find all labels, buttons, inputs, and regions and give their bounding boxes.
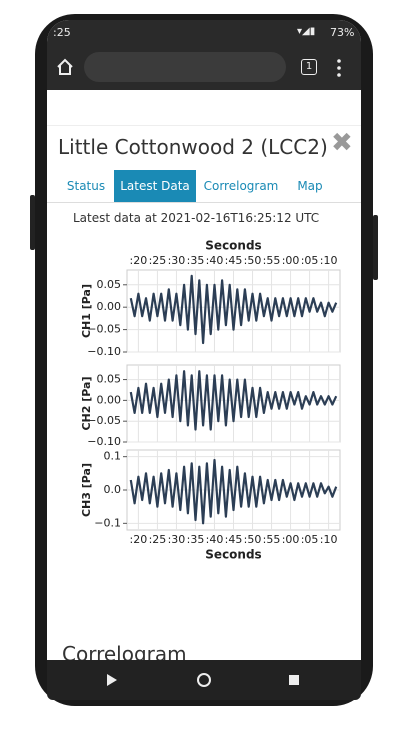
tab[interactable]: Status — [66, 179, 106, 193]
y-tick-label: 0.00 — [97, 300, 122, 313]
home-nav[interactable] — [197, 673, 211, 687]
screen: :25 ▾◢▮ 73% 1 Little Cottonwood 2 (LCC2)… — [47, 20, 361, 700]
tab[interactable]: Map — [297, 179, 323, 193]
status-time: :25 — [53, 26, 71, 39]
x-tick-label: :05 — [301, 254, 319, 267]
x-axis-label: Seconds — [205, 548, 261, 562]
x-tick-label: :45 — [225, 533, 243, 546]
y-tick-label: −0.05 — [87, 323, 121, 336]
y-tick-label: 0.05 — [97, 373, 122, 386]
x-tick-label: :55 — [263, 254, 281, 267]
timestamp: Latest data at 2021-02-16T16:25:12 UTC — [73, 211, 320, 225]
waveform — [129, 370, 338, 431]
modal-title: Little Cottonwood 2 (LCC2) — [58, 135, 328, 159]
x-tick-label: :20 — [130, 254, 148, 267]
x-tick-label: :05 — [301, 533, 319, 546]
charts: :20:25:30:35:40:45:50:55:00:05:100.050.0… — [80, 239, 341, 562]
y-axis-label: CH2 [Pa] — [80, 376, 93, 430]
recents-button[interactable] — [289, 675, 299, 685]
y-tick-label: 0.0 — [104, 483, 122, 496]
y-tick-label: −0.10 — [87, 435, 121, 448]
x-tick-label: :00 — [282, 533, 300, 546]
tab-active[interactable]: Latest Data — [114, 170, 196, 202]
y-axis-label: CH1 [Pa] — [80, 284, 93, 338]
x-tick-label: :30 — [168, 533, 186, 546]
y-tick-label: 0.00 — [97, 393, 122, 406]
y-tick-label: 0.05 — [97, 278, 122, 291]
y-tick-label: −0.05 — [87, 414, 121, 427]
x-tick-label: :30 — [168, 254, 186, 267]
x-tick-label: :20 — [130, 533, 148, 546]
browser-bar: 1 — [47, 46, 361, 90]
nav-bar — [47, 660, 361, 700]
divider — [47, 125, 361, 126]
x-tick-label: :10 — [320, 254, 338, 267]
tab[interactable]: Correlogram — [203, 179, 279, 193]
battery: 73% — [330, 26, 355, 39]
waveform — [129, 458, 338, 525]
side-button — [373, 215, 378, 280]
x-tick-label: :40 — [206, 533, 224, 546]
waveform — [129, 274, 338, 345]
x-tick-label: :10 — [320, 533, 338, 546]
x-tick-label: :55 — [263, 533, 281, 546]
tab-underline — [47, 202, 361, 203]
y-tick-label: −0.10 — [87, 345, 121, 358]
x-tick-label: :35 — [187, 254, 205, 267]
home-button[interactable] — [56, 58, 74, 76]
side-button — [30, 195, 35, 250]
tab-count[interactable]: 1 — [301, 59, 317, 75]
back-button[interactable] — [107, 674, 117, 686]
x-axis-label: Seconds — [205, 239, 261, 253]
x-tick-label: :45 — [225, 254, 243, 267]
x-tick-label: :00 — [282, 254, 300, 267]
y-tick-label: −0.1 — [94, 516, 121, 529]
nav-buttons — [107, 673, 299, 687]
x-tick-label: :25 — [149, 533, 167, 546]
y-axis-label: CH3 [Pa] — [80, 463, 93, 517]
menu-button[interactable] — [335, 58, 343, 78]
status-bar: :25 ▾◢▮ 73% — [47, 20, 361, 46]
y-tick-label: 0.1 — [104, 450, 122, 463]
x-tick-label: :25 — [149, 254, 167, 267]
url-field[interactable] — [84, 52, 286, 82]
x-tick-label: :50 — [244, 533, 262, 546]
x-tick-label: :50 — [244, 254, 262, 267]
signal-icons: ▾◢▮ — [297, 26, 316, 37]
x-tick-label: :35 — [187, 533, 205, 546]
x-tick-label: :40 — [206, 254, 224, 267]
close-button[interactable]: ✖ — [331, 128, 353, 158]
